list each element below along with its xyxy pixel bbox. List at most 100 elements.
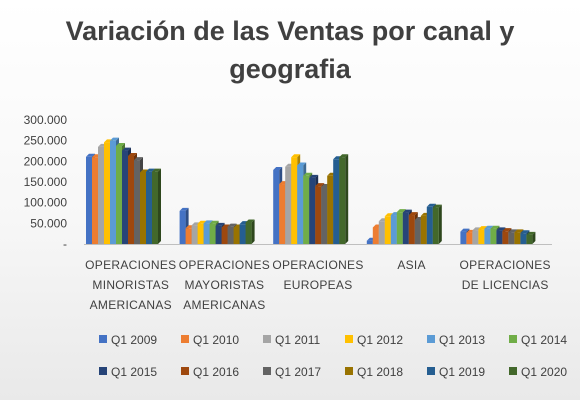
bar-top	[134, 157, 143, 161]
y-tick-label: 100.000	[24, 196, 68, 210]
bar	[140, 172, 146, 244]
bar	[191, 225, 198, 244]
x-category-label: DE LICENCIAS	[462, 278, 549, 292]
bar	[245, 222, 252, 244]
bar	[92, 157, 98, 244]
bar-top	[402, 209, 412, 213]
bar	[291, 157, 298, 244]
bar	[197, 223, 204, 244]
y-tick-label: -	[63, 237, 67, 251]
bar	[203, 223, 210, 244]
bar	[104, 142, 110, 244]
bar	[303, 175, 310, 244]
bar	[110, 140, 116, 244]
bar	[372, 227, 379, 244]
bar	[508, 232, 515, 244]
bar	[339, 157, 346, 244]
legend-label: Q1 2017	[275, 365, 321, 379]
bar	[520, 233, 527, 244]
bar	[402, 212, 409, 244]
legend-swatch	[263, 335, 271, 343]
bar	[408, 215, 415, 244]
bar	[185, 228, 192, 244]
chart-title: Variación de las Ventas por canal y geog…	[0, 12, 580, 88]
bar	[366, 240, 373, 244]
bar	[378, 221, 385, 244]
legend-label: Q1 2012	[357, 333, 403, 347]
bar-top	[116, 143, 125, 147]
bar-side	[345, 154, 349, 244]
legend-swatch	[509, 367, 517, 375]
bar-top	[209, 220, 219, 224]
x-category-label: AMERICANAS	[183, 298, 265, 312]
bar	[502, 231, 509, 244]
bar	[227, 226, 234, 244]
chart-title-line-1: Variación de las Ventas por canal y	[65, 16, 515, 46]
bar-top	[460, 228, 470, 232]
y-tick-label: 50.000	[30, 216, 67, 230]
bar-top	[432, 204, 442, 208]
bar	[297, 165, 304, 244]
legend-label: Q1 2020	[521, 365, 567, 379]
legend-label: Q1 2011	[275, 333, 320, 347]
bar	[414, 220, 421, 244]
legend-label: Q1 2019	[439, 365, 485, 379]
bar-top	[514, 229, 524, 233]
bar-side	[532, 231, 536, 244]
bar	[478, 229, 485, 244]
bar	[490, 228, 497, 244]
x-category-label: MINORISTAS	[92, 278, 169, 292]
bar-top	[520, 230, 530, 234]
x-category-label: OPERACIONES	[272, 258, 363, 272]
bar	[233, 227, 240, 244]
bar	[333, 159, 340, 244]
bar	[472, 230, 479, 244]
bar	[221, 227, 228, 244]
bar-top	[490, 225, 500, 229]
bar	[209, 223, 216, 244]
legend-swatch	[263, 367, 271, 375]
bar	[315, 186, 322, 244]
bar-side	[438, 204, 442, 244]
bar	[321, 186, 328, 244]
legend-swatch	[509, 335, 517, 343]
bar	[426, 206, 433, 244]
bar	[466, 232, 473, 244]
y-tick-label: 200.000	[24, 154, 68, 168]
bar	[285, 166, 292, 244]
bar	[309, 177, 316, 244]
bar-top	[273, 167, 283, 171]
chart-title-line-2: geografia	[229, 54, 351, 84]
bar	[396, 212, 403, 244]
x-category-label: EUROPEAS	[283, 278, 352, 292]
bar	[98, 146, 104, 244]
bar	[134, 160, 140, 244]
legend-swatch	[99, 335, 107, 343]
bar	[215, 225, 222, 244]
bar-top	[203, 220, 213, 224]
legend-swatch	[181, 367, 189, 375]
bar	[390, 215, 397, 244]
bar-top	[152, 168, 161, 172]
legend-label: Q1 2010	[193, 333, 239, 347]
legend-swatch	[99, 367, 107, 375]
bar	[239, 224, 246, 244]
bar-top	[128, 152, 137, 156]
legend-label: Q1 2015	[111, 365, 157, 379]
bar-top	[502, 228, 512, 232]
bar	[460, 231, 467, 244]
x-category-label: OPERACIONES	[85, 258, 176, 272]
bar-top	[110, 137, 119, 141]
legend-label: Q1 2013	[439, 333, 485, 347]
legend-label: Q1 2009	[111, 333, 157, 347]
bar-top	[426, 203, 436, 207]
legend-swatch	[181, 335, 189, 343]
y-tick-label: 250.000	[24, 134, 68, 148]
bar	[273, 170, 280, 244]
bar	[128, 155, 134, 244]
bar-top	[315, 183, 325, 187]
bar	[86, 156, 92, 244]
legend-swatch	[345, 335, 353, 343]
x-category-label: ASIA	[397, 258, 426, 272]
x-category-label: OPERACIONES	[179, 258, 270, 272]
